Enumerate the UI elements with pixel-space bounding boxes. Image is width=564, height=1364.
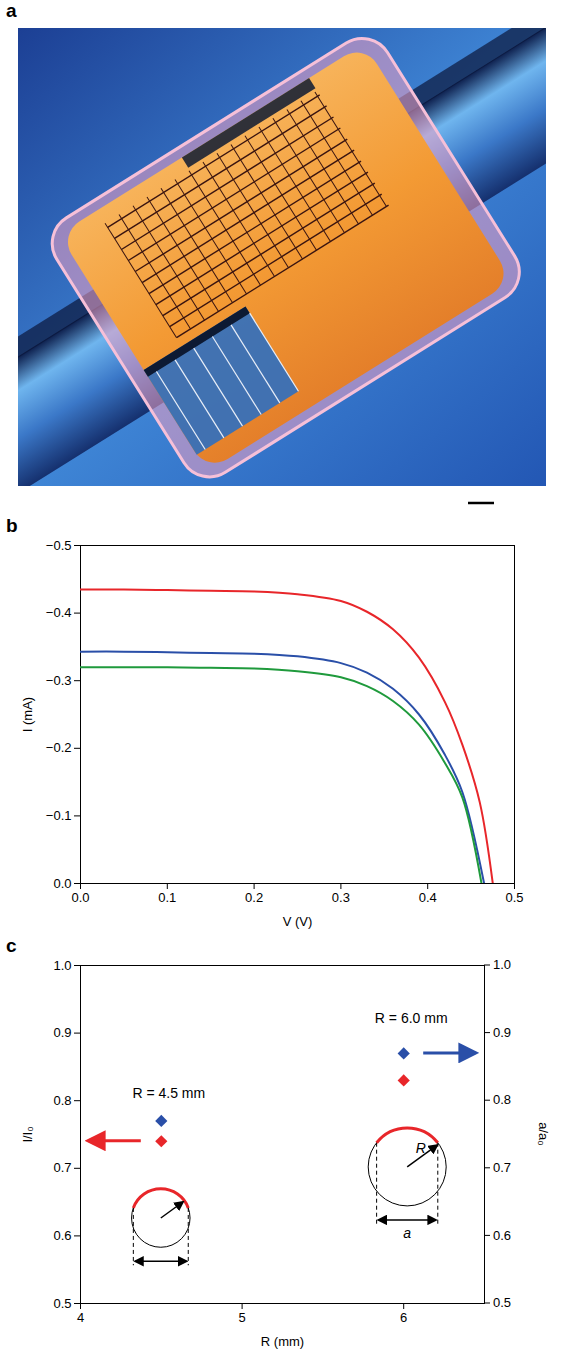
svg-text:0.4: 0.4 (419, 890, 437, 905)
svg-text:1.0: 1.0 (493, 957, 511, 972)
svg-text:I/I₀: I/I₀ (20, 1126, 35, 1142)
svg-text:0.2: 0.2 (245, 890, 263, 905)
svg-text:0.9: 0.9 (53, 1025, 71, 1040)
svg-text:−0.4: −0.4 (46, 605, 72, 620)
svg-text:−0.1: −0.1 (46, 808, 72, 823)
svg-text:0.1: 0.1 (158, 890, 176, 905)
svg-text:0.7: 0.7 (493, 1160, 511, 1175)
svg-text:a: a (403, 1225, 411, 1241)
svg-text:0.5: 0.5 (53, 1296, 71, 1311)
svg-text:I (mA): I (mA) (20, 697, 35, 732)
svg-text:6: 6 (400, 1310, 407, 1325)
svg-text:0.8: 0.8 (493, 1092, 511, 1107)
svg-text:V (V): V (V) (283, 914, 313, 929)
html-text:b: b (6, 515, 18, 536)
svg-text:4: 4 (77, 1310, 84, 1325)
svg-text:0.0: 0.0 (53, 876, 71, 891)
html-text:a: a (6, 0, 17, 21)
svg-text:0.5: 0.5 (493, 1295, 511, 1310)
svg-text:0.9: 0.9 (493, 1025, 511, 1040)
svg-text:5: 5 (238, 1310, 245, 1325)
html-text:c: c (6, 935, 17, 956)
svg-text:−0.3: −0.3 (46, 673, 72, 688)
svg-text:0.5: 0.5 (505, 890, 523, 905)
svg-text:0.7: 0.7 (53, 1160, 71, 1175)
svg-text:0.6: 0.6 (493, 1228, 511, 1243)
svg-text:0.0: 0.0 (71, 890, 89, 905)
svg-text:R: R (416, 1140, 426, 1156)
svg-text:0.8: 0.8 (53, 1093, 71, 1108)
svg-text:R (mm): R (mm) (261, 1334, 304, 1349)
svg-text:1.0: 1.0 (53, 958, 71, 973)
svg-text:0.6: 0.6 (53, 1228, 71, 1243)
svg-text:−0.2: −0.2 (46, 740, 72, 755)
svg-text:−0.5: −0.5 (46, 538, 72, 553)
svg-text:R = 6.0 mm: R = 6.0 mm (375, 1010, 448, 1026)
svg-text:a/a₀: a/a₀ (536, 1122, 551, 1145)
svg-text:0.3: 0.3 (332, 890, 350, 905)
svg-text:R = 4.5 mm: R = 4.5 mm (132, 1085, 205, 1101)
